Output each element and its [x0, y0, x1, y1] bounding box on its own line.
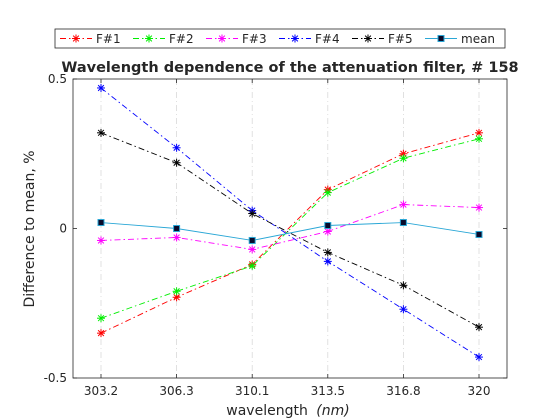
legend-label: mean	[461, 32, 495, 46]
series-f2	[97, 134, 483, 323]
data-point	[475, 203, 483, 212]
x-axis-label-unit: (nm)	[316, 403, 349, 419]
data-point	[173, 225, 181, 232]
data-point	[475, 323, 483, 332]
y-axis-label: Difference to mean, %	[22, 150, 38, 307]
legend-entry: mean	[425, 32, 495, 46]
series-line	[100, 132, 480, 334]
x-tick-label: 310.1	[235, 384, 269, 398]
axis-ticks: 303.2 306.3 310.1 313.5 316.8 320 -0.5 0 0.5	[44, 72, 507, 398]
data-point	[475, 353, 483, 362]
data-point	[475, 134, 483, 143]
x-tick-label: 316.8	[386, 384, 420, 398]
data-point	[172, 287, 181, 296]
y-tick-label: 0	[59, 222, 67, 236]
x-tick-label: 320	[468, 384, 491, 398]
legend-entry: F#3	[206, 32, 267, 46]
data-point	[248, 209, 257, 218]
data-point	[97, 236, 105, 245]
legend-marker	[437, 35, 445, 42]
data-point	[323, 257, 332, 266]
data-point	[97, 128, 105, 137]
legend-entry: F#1	[60, 32, 121, 46]
data-point	[97, 83, 105, 92]
chart-title: Wavelength dependence of the attenuation…	[61, 60, 518, 76]
data-point	[399, 281, 408, 290]
data-point	[399, 154, 408, 163]
legend-entry: F#4	[279, 32, 340, 46]
legend-marker	[72, 34, 80, 43]
legend-entry: F#5	[352, 32, 413, 46]
x-tick-label: 303.2	[84, 384, 118, 398]
x-grid	[100, 79, 480, 378]
data-point	[248, 245, 257, 254]
legend-marker	[291, 34, 299, 43]
series-line	[100, 204, 480, 250]
data-point	[323, 188, 332, 197]
data-point	[97, 314, 105, 323]
legend-label: F#4	[315, 32, 340, 46]
x-axis-label-text: wavelength	[226, 403, 308, 419]
data-point	[323, 248, 332, 257]
y-tick-label: -0.5	[44, 371, 67, 385]
series-line	[100, 138, 480, 319]
data-point	[97, 329, 105, 338]
legend-label: F#5	[388, 32, 413, 46]
series-f3	[97, 200, 483, 254]
y-tick-label: 0.5	[48, 72, 67, 86]
data-point	[97, 219, 105, 227]
series-f5	[97, 128, 483, 332]
series-layer	[97, 83, 483, 362]
legend-label: F#2	[169, 32, 194, 46]
legend-label: F#1	[96, 32, 121, 46]
legend-marker	[364, 34, 372, 43]
data-point	[324, 222, 332, 230]
legend-marker	[145, 34, 153, 43]
legend-entry: F#2	[133, 32, 194, 46]
data-point	[248, 261, 257, 270]
series-line	[100, 132, 480, 328]
legend: F#1 F#2 F#3 F#4 F#5 mean	[54, 28, 506, 49]
legend-label: F#3	[242, 32, 267, 46]
data-point	[399, 219, 407, 227]
data-point	[399, 200, 408, 209]
x-axis-label: wavelength (nm)	[226, 403, 349, 419]
data-point	[475, 230, 483, 238]
series-line	[100, 87, 480, 358]
series-line	[100, 222, 480, 241]
data-point	[248, 236, 256, 244]
legend-marker	[218, 34, 226, 43]
data-point	[172, 293, 181, 302]
series-mean	[97, 219, 483, 244]
series-f4	[97, 83, 483, 362]
data-point	[172, 233, 181, 242]
x-tick-label: 306.3	[159, 384, 193, 398]
data-point	[172, 143, 181, 152]
data-point	[399, 305, 408, 314]
data-point	[172, 158, 181, 167]
x-tick-label: 313.5	[311, 384, 345, 398]
